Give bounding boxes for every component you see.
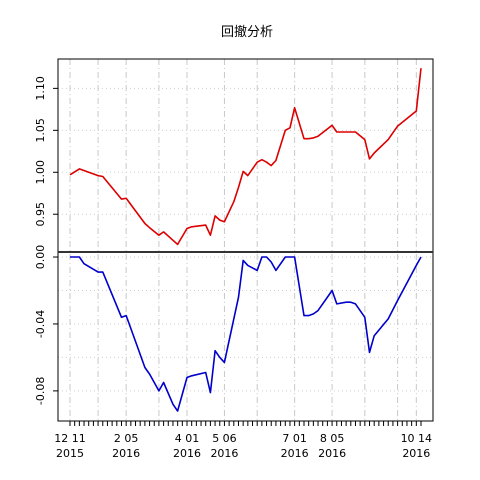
top-series-line xyxy=(69,68,422,246)
x-tick-label: 2016 xyxy=(318,447,346,460)
x-tick-label: 4 01 xyxy=(175,432,200,445)
x-tick-label: 7 01 xyxy=(282,432,307,445)
y-tick-label: 1.10 xyxy=(34,76,47,101)
chart-title: 回撤分析 xyxy=(221,24,273,40)
x-tick-label: 2016 xyxy=(112,447,140,460)
x-tick-label: 12 11 xyxy=(54,432,86,445)
x-tick-label: 2016 xyxy=(281,447,309,460)
x-tick-label: 8 05 xyxy=(320,432,345,445)
bottom-series-line xyxy=(70,256,422,412)
x-tick-label: 2 05 xyxy=(114,432,139,445)
frame-layer xyxy=(57,58,434,422)
x-tick-label: 2016 xyxy=(210,447,238,460)
x-tick-label: 2016 xyxy=(402,447,430,460)
y-tick-label: 0.95 xyxy=(34,202,47,227)
y-tick-label: 0.00 xyxy=(34,245,47,270)
axes-layer: 0.95 1.00 1.05 1.10 0.00 -0.04 -0.08 12 11 2015 2… xyxy=(34,76,432,460)
x-tick-label: 10 14 xyxy=(401,432,433,445)
grid-layer xyxy=(58,59,433,421)
y-tick-label: -0.04 xyxy=(34,310,47,338)
series-layer xyxy=(69,68,422,412)
y-tick-label: -0.08 xyxy=(34,377,47,405)
bottom-panel-frame xyxy=(57,251,434,422)
x-tick-label: 5 06 xyxy=(212,432,237,445)
x-tick-label: 2015 xyxy=(56,447,84,460)
x-tick-label: 2016 xyxy=(173,447,201,460)
y-tick-label: 1.00 xyxy=(34,160,47,185)
y-tick-label: 1.05 xyxy=(34,118,47,143)
